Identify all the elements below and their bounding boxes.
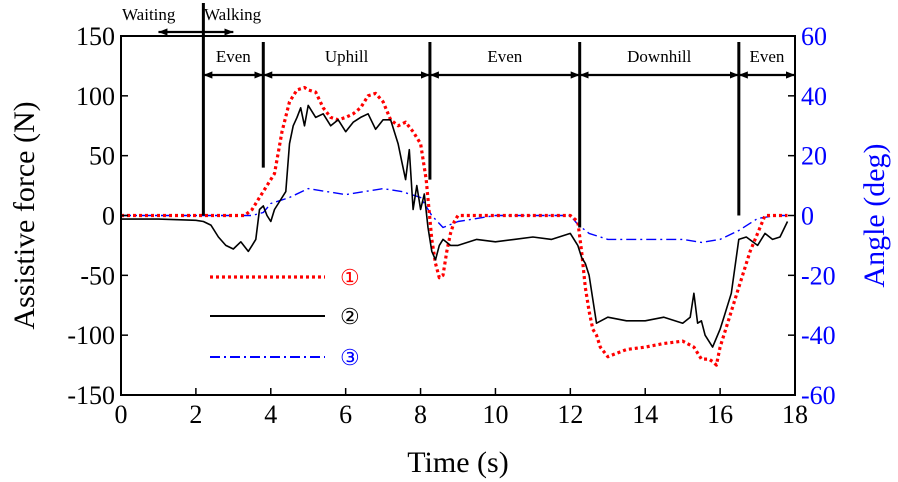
phase-label: Even [216,47,251,66]
right-y-tick-label: 60 [801,22,827,51]
left-y-tick-label: -100 [67,321,115,350]
x-tick-label: 14 [632,400,658,429]
left-y-tick-label: 100 [76,82,115,111]
phase-label: Waiting [122,5,176,24]
right-y-tick-label: -20 [801,261,836,290]
phase-layer: Waiting Walking Even Uphill Even Downhill Even [122,3,795,228]
x-tick-label: 8 [414,400,427,429]
left-y-tick-label: 50 [89,142,115,171]
ticks-layer: 0 2 4 6 8 10 12 14 16 18 -150 -100 -50 0 50 100 150 -60 -4… [67,22,835,429]
series-3-line [121,187,788,244]
x-tick-label: 10 [482,400,508,429]
legend-label-3: ③ [340,345,360,370]
left-y-tick-label: 0 [102,202,115,231]
x-tick-label: 16 [707,400,733,429]
x-axis-title: Time (s) [407,446,508,479]
series-2-line [121,104,789,348]
x-tick-label: 12 [557,400,583,429]
x-tick-label: 0 [115,400,128,429]
right-y-tick-label: 20 [801,142,827,171]
x-tick-label: 2 [189,400,202,429]
right-y-tick-label: -60 [801,381,836,410]
left-y-tick-label: 150 [76,22,115,51]
legend-label-1: ① [340,265,360,290]
phase-label: Walking [204,5,262,24]
right-y-tick-label: 40 [801,82,827,111]
legend-label-2: ② [340,304,360,329]
x-tick-label: 18 [782,400,808,429]
phase-label: Downhill [627,47,692,66]
phase-label: Even [749,47,784,66]
phase-label: Uphill [325,47,369,66]
series-1-line [121,85,788,367]
x-tick-label: 6 [339,400,352,429]
left-y-tick-label: -50 [80,261,115,290]
legend-layer: ① ② ③ [210,265,360,370]
right-y-tick-label: 0 [801,202,814,231]
left-y-axis-title: Assistive force (N) [8,101,41,329]
right-y-tick-label: -40 [801,321,836,350]
left-y-tick-label: -150 [67,381,115,410]
series-layer [121,85,789,367]
phase-label: Even [487,47,522,66]
x-tick-label: 4 [264,400,277,429]
right-y-axis-title: Angle (deg) [858,143,891,287]
